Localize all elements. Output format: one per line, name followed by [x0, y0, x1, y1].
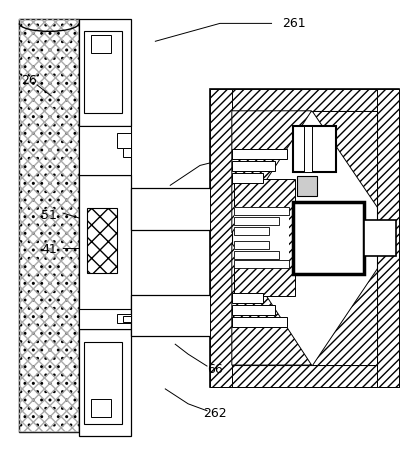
Bar	[91, 399, 111, 417]
Bar	[232, 293, 263, 303]
Text: 26: 26	[21, 75, 37, 87]
Bar	[87, 208, 117, 273]
Text: 41: 41	[41, 243, 57, 256]
Polygon shape	[210, 89, 399, 111]
Bar	[293, 126, 336, 172]
Bar	[234, 251, 279, 258]
Bar	[19, 20, 79, 432]
Bar	[232, 111, 377, 365]
Bar	[122, 316, 131, 322]
Bar	[234, 241, 269, 248]
Bar	[232, 305, 275, 315]
Bar	[210, 89, 399, 387]
Bar	[79, 126, 131, 175]
Polygon shape	[312, 268, 377, 365]
Bar	[234, 217, 279, 225]
Bar	[234, 228, 269, 235]
Bar	[364, 220, 396, 256]
Polygon shape	[210, 365, 399, 387]
Bar	[19, 20, 79, 432]
Bar	[297, 176, 316, 196]
Bar	[131, 188, 220, 230]
Polygon shape	[232, 111, 312, 233]
Bar	[131, 294, 220, 336]
Polygon shape	[232, 243, 312, 365]
Bar	[232, 161, 275, 171]
Bar	[122, 147, 131, 157]
Bar	[304, 126, 312, 172]
Bar	[234, 261, 289, 268]
Bar	[79, 329, 131, 435]
Polygon shape	[210, 89, 232, 387]
Polygon shape	[234, 179, 295, 296]
Bar	[79, 309, 131, 329]
Polygon shape	[312, 111, 377, 207]
Text: 66: 66	[207, 363, 223, 375]
Text: 77: 77	[240, 142, 256, 155]
Text: 51: 51	[41, 208, 57, 222]
Polygon shape	[377, 89, 399, 387]
Bar	[79, 175, 131, 314]
Bar	[232, 173, 263, 183]
Bar	[79, 20, 131, 126]
Bar	[84, 31, 122, 113]
Bar	[117, 314, 131, 324]
Bar	[117, 133, 131, 147]
Bar	[232, 317, 287, 327]
Text: 262: 262	[203, 407, 227, 420]
Bar	[234, 207, 289, 268]
Bar	[91, 35, 111, 53]
Bar	[84, 342, 122, 424]
Text: 261: 261	[283, 17, 306, 30]
Bar	[293, 202, 364, 273]
Bar	[232, 149, 287, 159]
Bar	[234, 207, 289, 215]
